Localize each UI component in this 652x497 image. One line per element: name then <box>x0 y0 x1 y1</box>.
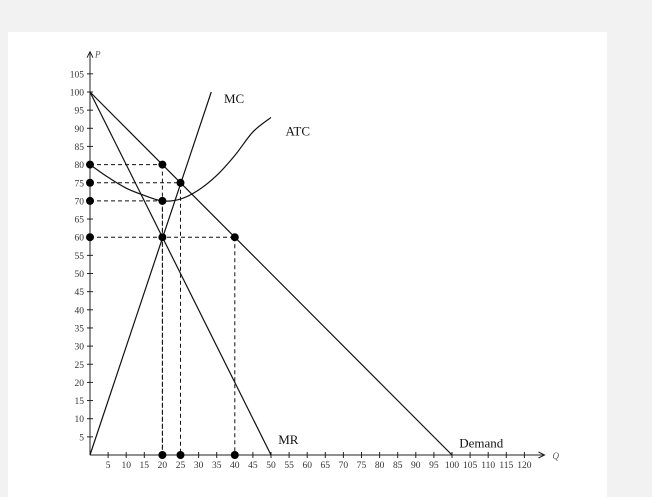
y-tick-label: 95 <box>75 107 85 117</box>
y-tick-label: 90 <box>75 125 85 135</box>
y-tick-label: 50 <box>75 270 85 280</box>
chart-card: Q P 5 10 15 20 25 30 35 40 45 50 55 60 65 70 75 80 85 90 95 1… <box>8 32 607 497</box>
y-tick-label: 100 <box>70 89 85 99</box>
x-tick-label: 85 <box>393 461 403 471</box>
data-point <box>86 196 94 205</box>
x-tick-label: 35 <box>212 461 222 471</box>
data-point <box>158 196 167 205</box>
y-tick-label: 40 <box>75 306 85 316</box>
y-tick-label: 35 <box>75 324 85 334</box>
data-point <box>86 233 94 242</box>
data-point <box>158 451 167 459</box>
x-tick-label: 55 <box>284 461 294 471</box>
mc-label: MC <box>224 91 244 106</box>
y-tick-label: 105 <box>70 70 85 80</box>
x-tick-label: 40 <box>230 461 240 471</box>
y-tick-label: 80 <box>75 161 85 171</box>
x-tick-label: 60 <box>302 461 312 471</box>
data-point <box>158 233 167 242</box>
mr-label: MR <box>278 432 299 447</box>
curves <box>89 91 453 456</box>
y-tick-label: 45 <box>75 288 85 298</box>
x-tick-label: 75 <box>357 461 367 471</box>
y-tick-label: 25 <box>75 361 85 371</box>
x-axis-label: Q <box>553 451 560 461</box>
dashed-guides <box>90 164 236 455</box>
x-tick-label: 45 <box>248 461 258 471</box>
atc-label: ATC <box>285 124 310 139</box>
x-tick-label: 50 <box>266 461 276 471</box>
x-tick-label: 5 <box>106 461 111 471</box>
x-tick-label: 100 <box>445 461 460 471</box>
x-tick-label: 80 <box>375 461 385 471</box>
x-tick-label: 25 <box>176 461 186 471</box>
y-tick-label: 85 <box>75 143 85 153</box>
x-tick-label: 110 <box>481 461 495 471</box>
y-tick-label: 60 <box>75 234 85 244</box>
axes: Q P 5 10 15 20 25 30 35 40 45 50 55 60 65 70 75 80 85 90 95 1… <box>70 50 560 471</box>
labels: MC ATC MR Demand <box>224 91 504 451</box>
y-tick-label: 65 <box>75 216 85 226</box>
x-tick-label: 115 <box>499 461 513 471</box>
atc-curve <box>89 116 272 202</box>
y-tick-label: 15 <box>75 397 85 407</box>
x-tick-label: 90 <box>411 461 421 471</box>
demand-label: Demand <box>459 436 504 451</box>
x-tick-label: 120 <box>517 461 532 471</box>
data-point <box>158 160 167 169</box>
data-point <box>86 160 94 169</box>
mc-curve <box>89 91 212 456</box>
data-point <box>176 178 185 187</box>
y-tick-label: 20 <box>75 379 85 389</box>
data-point <box>230 233 239 242</box>
data-point <box>176 451 185 459</box>
x-axis-arrow <box>538 451 546 459</box>
x-tick-label: 10 <box>121 461 131 471</box>
x-tick-label: 30 <box>194 461 204 471</box>
y-axis-label: P <box>94 50 101 60</box>
y-tick-label: 5 <box>79 433 84 443</box>
x-tick-label: 15 <box>140 461 150 471</box>
data-point <box>86 178 94 187</box>
y-tick-label: 55 <box>75 252 85 262</box>
x-tick-label: 105 <box>463 461 478 471</box>
points <box>86 160 239 459</box>
x-tick-label: 20 <box>158 461 168 471</box>
x-tick-label: 65 <box>321 461 331 471</box>
data-point <box>230 451 239 459</box>
x-tick-label: 70 <box>339 461 349 471</box>
y-tick-label: 30 <box>75 343 85 353</box>
x-tick-label: 95 <box>429 461 439 471</box>
y-tick-label: 10 <box>75 415 85 425</box>
chart-svg: Q P 5 10 15 20 25 30 35 40 45 50 55 60 65 70 75 80 85 90 95 1… <box>70 50 560 471</box>
y-axis-arrow <box>86 50 94 58</box>
mr-curve <box>89 91 272 456</box>
y-tick-label: 75 <box>75 179 85 189</box>
y-tick-label: 70 <box>75 197 85 207</box>
demand-curve <box>89 91 453 456</box>
